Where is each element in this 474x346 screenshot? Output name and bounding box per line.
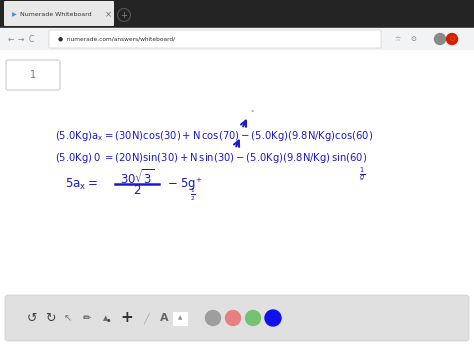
Text: ▲: ▲: [103, 315, 109, 321]
Bar: [173, 312, 187, 325]
Text: ✏: ✏: [83, 313, 91, 323]
Bar: [0, 28, 474, 50]
Text: ●: ●: [107, 319, 111, 323]
Text: ×: ×: [104, 10, 111, 19]
Bar: [0, 0, 474, 28]
Circle shape: [206, 310, 220, 326]
Text: ⊙: ⊙: [410, 36, 416, 42]
Text: ▲: ▲: [178, 316, 182, 320]
Text: →: →: [18, 35, 24, 44]
Text: ●  numerade.com/answers/whiteboard/: ● numerade.com/answers/whiteboard/: [58, 36, 175, 42]
Text: +: +: [120, 310, 133, 326]
Text: $-\;\mathsf{5g}$: $-\;\mathsf{5g}$: [167, 176, 196, 192]
Text: $\mathsf{30}\sqrt{\mathsf{3}}$: $\mathsf{30}\sqrt{\mathsf{3}}$: [120, 169, 154, 188]
Circle shape: [246, 310, 261, 326]
Text: ↺: ↺: [27, 311, 37, 325]
Text: A: A: [160, 313, 168, 323]
Text: 1: 1: [30, 70, 36, 80]
Text: $\frac{1}{g}$: $\frac{1}{g}$: [359, 166, 365, 183]
Circle shape: [226, 310, 240, 326]
Text: C: C: [29, 35, 34, 44]
Circle shape: [447, 34, 457, 45]
Text: ▶: ▶: [12, 12, 17, 18]
Text: ☆: ☆: [395, 36, 401, 42]
Text: °: °: [250, 110, 253, 115]
Circle shape: [435, 34, 446, 45]
Text: $\mathsf{5a_x}=$: $\mathsf{5a_x}=$: [65, 176, 98, 192]
FancyBboxPatch shape: [49, 30, 381, 48]
FancyBboxPatch shape: [6, 60, 60, 90]
Text: $(5.0\mathsf{Kg})\,0\;=(20\mathsf{N})\mathsf{sin}(30)+\mathsf{N}\,\mathsf{sin}(3: $(5.0\mathsf{Kg})\,0\;=(20\mathsf{N})\ma…: [55, 151, 367, 165]
Circle shape: [265, 310, 281, 326]
Text: Numerade Whiteboard: Numerade Whiteboard: [20, 12, 91, 18]
Text: $\mathsf{2}$: $\mathsf{2}$: [133, 183, 141, 197]
Text: ╱: ╱: [143, 312, 149, 324]
Text: $+$: $+$: [195, 174, 202, 183]
FancyBboxPatch shape: [4, 1, 114, 26]
Text: ↻: ↻: [45, 311, 55, 325]
Text: $\frac{1}{2}$: $\frac{1}{2}$: [190, 187, 196, 203]
Text: ←: ←: [8, 35, 14, 44]
Text: $(5.0\mathsf{Kg})\mathsf{a_x}=(30\mathsf{N})\mathsf{cos}(30)+\mathsf{N}\,\mathsf: $(5.0\mathsf{Kg})\mathsf{a_x}=(30\mathsf…: [55, 129, 374, 143]
Text: O: O: [449, 36, 455, 42]
Text: +: +: [120, 10, 128, 19]
FancyBboxPatch shape: [5, 295, 469, 341]
Text: ↖: ↖: [64, 313, 72, 323]
